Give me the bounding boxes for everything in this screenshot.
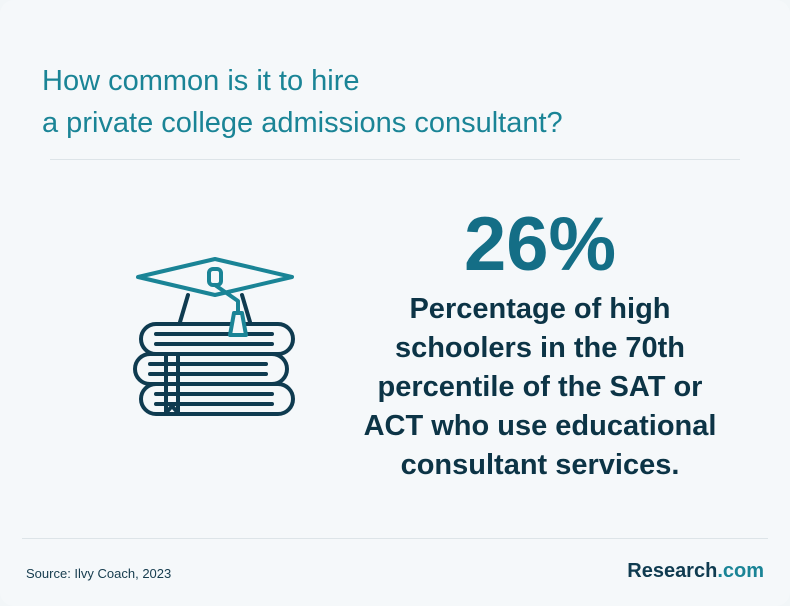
stat-value: 26%: [463, 202, 617, 287]
stat-description: Percentage of high schoolers in the 70th…: [363, 293, 717, 481]
brand-logo: Research.com: [627, 560, 764, 583]
top-divider: [50, 159, 740, 160]
graduation-cap-books-icon: [133, 257, 295, 416]
brand-suffix: .com: [717, 560, 764, 582]
source-citation: Source: Ilvy Coach, 2023: [26, 566, 172, 581]
title-line-1: How common is it to hire: [42, 65, 360, 97]
title-line-2: a private college admissions consultant?: [42, 107, 563, 139]
brand-name: Research: [627, 560, 718, 582]
bottom-divider: [22, 538, 768, 539]
page-title: How common is it to hire a private colle…: [42, 60, 742, 144]
